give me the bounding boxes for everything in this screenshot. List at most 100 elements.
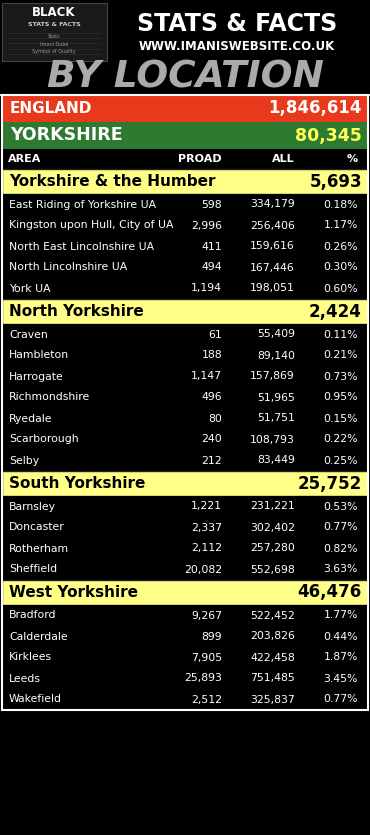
Text: Richmondshire: Richmondshire	[9, 392, 90, 402]
Text: 0.26%: 0.26%	[323, 241, 358, 251]
Bar	[2, 95, 368, 710]
Text: 198,051: 198,051	[250, 284, 295, 293]
Text: 0.82%: 0.82%	[323, 544, 358, 554]
Text: Imani Dubé: Imani Dubé	[40, 42, 68, 47]
Text: ALL: ALL	[272, 154, 295, 164]
Text: Wakefield: Wakefield	[9, 695, 62, 705]
Text: 9,267: 9,267	[191, 610, 222, 620]
Bar	[2, 496, 368, 517]
Text: 1,846,614: 1,846,614	[269, 99, 362, 118]
Text: Hambleton: Hambleton	[9, 351, 69, 361]
Text: 552,698: 552,698	[250, 564, 295, 574]
Text: 167,446: 167,446	[250, 262, 295, 272]
Text: Calderdale: Calderdale	[9, 631, 68, 641]
Text: 2,112: 2,112	[191, 544, 222, 554]
Bar	[2, 257, 368, 278]
Text: %: %	[347, 154, 358, 164]
Text: 496: 496	[201, 392, 222, 402]
Text: 188: 188	[201, 351, 222, 361]
Bar	[2, 236, 368, 257]
Bar	[2, 580, 368, 605]
Text: 25,893: 25,893	[184, 674, 222, 684]
Text: Kirklees: Kirklees	[9, 652, 52, 662]
Text: 598: 598	[201, 200, 222, 210]
Text: 1,147: 1,147	[191, 372, 222, 382]
Text: 2,996: 2,996	[191, 220, 222, 230]
Text: 0.18%: 0.18%	[323, 200, 358, 210]
Text: Barnsley: Barnsley	[9, 502, 56, 512]
Text: 83,449: 83,449	[257, 456, 295, 465]
Text: North Yorkshire: North Yorkshire	[9, 304, 144, 319]
Text: BY LOCATION: BY LOCATION	[47, 60, 323, 96]
Text: 108,793: 108,793	[250, 434, 295, 444]
Text: 61: 61	[208, 330, 222, 340]
Text: ENGLAND: ENGLAND	[10, 101, 92, 116]
Text: 0.21%: 0.21%	[323, 351, 358, 361]
Text: 157,869: 157,869	[250, 372, 295, 382]
Bar	[2, 450, 368, 471]
Text: 2,337: 2,337	[191, 523, 222, 533]
Text: 0.44%: 0.44%	[323, 631, 358, 641]
Bar	[0, 0, 370, 95]
Bar	[2, 3, 107, 61]
Text: 0.30%: 0.30%	[323, 262, 358, 272]
Text: 1.17%: 1.17%	[324, 220, 358, 230]
Text: 80: 80	[208, 413, 222, 423]
Text: Craven: Craven	[9, 330, 48, 340]
Text: AREA: AREA	[8, 154, 41, 164]
Text: 3.63%: 3.63%	[324, 564, 358, 574]
Bar	[2, 387, 368, 408]
Bar	[2, 194, 368, 215]
Bar	[2, 278, 368, 299]
Text: 46,476: 46,476	[298, 584, 362, 601]
Text: York UA: York UA	[9, 284, 51, 293]
Text: Stats: Stats	[48, 33, 60, 38]
Text: Yorkshire & the Humber: Yorkshire & the Humber	[9, 174, 215, 189]
Text: 256,406: 256,406	[250, 220, 295, 230]
Text: 20,082: 20,082	[184, 564, 222, 574]
Text: East Riding of Yorkshire UA: East Riding of Yorkshire UA	[9, 200, 156, 210]
Text: PROAD: PROAD	[178, 154, 222, 164]
Text: Kingston upon Hull, City of UA: Kingston upon Hull, City of UA	[9, 220, 174, 230]
Bar	[2, 626, 368, 647]
Text: 0.15%: 0.15%	[323, 413, 358, 423]
Text: North Lincolnshire UA: North Lincolnshire UA	[9, 262, 127, 272]
Text: North East Lincolnshire UA: North East Lincolnshire UA	[9, 241, 154, 251]
Text: Leeds: Leeds	[9, 674, 41, 684]
Text: 1,194: 1,194	[191, 284, 222, 293]
Text: 494: 494	[201, 262, 222, 272]
Text: 5,693: 5,693	[309, 173, 362, 190]
Bar	[2, 517, 368, 538]
Text: Sheffield: Sheffield	[9, 564, 57, 574]
Bar	[2, 559, 368, 580]
Text: 2,424: 2,424	[309, 302, 362, 321]
Bar	[2, 538, 368, 559]
Text: 1.87%: 1.87%	[324, 652, 358, 662]
Text: 899: 899	[201, 631, 222, 641]
Bar	[2, 149, 368, 169]
Text: Rotherham: Rotherham	[9, 544, 69, 554]
Text: Symbol of Quality: Symbol of Quality	[32, 49, 76, 54]
Text: 212: 212	[201, 456, 222, 465]
Text: 159,616: 159,616	[250, 241, 295, 251]
Text: 325,837: 325,837	[250, 695, 295, 705]
Text: Doncaster: Doncaster	[9, 523, 65, 533]
Text: 1.77%: 1.77%	[324, 610, 358, 620]
Text: 0.53%: 0.53%	[323, 502, 358, 512]
Text: Bradford: Bradford	[9, 610, 57, 620]
Text: West Yorkshire: West Yorkshire	[9, 585, 138, 600]
Text: Selby: Selby	[9, 456, 39, 465]
Text: 51,965: 51,965	[257, 392, 295, 402]
Bar	[2, 366, 368, 387]
Text: 2,512: 2,512	[191, 695, 222, 705]
Bar	[2, 324, 368, 345]
Text: 334,179: 334,179	[250, 200, 295, 210]
Bar	[2, 647, 368, 668]
Text: 422,458: 422,458	[250, 652, 295, 662]
Text: Harrogate: Harrogate	[9, 372, 64, 382]
Bar	[2, 299, 368, 324]
Text: 1,221: 1,221	[191, 502, 222, 512]
Bar	[2, 169, 368, 194]
Bar	[2, 122, 368, 149]
Text: 751,485: 751,485	[250, 674, 295, 684]
